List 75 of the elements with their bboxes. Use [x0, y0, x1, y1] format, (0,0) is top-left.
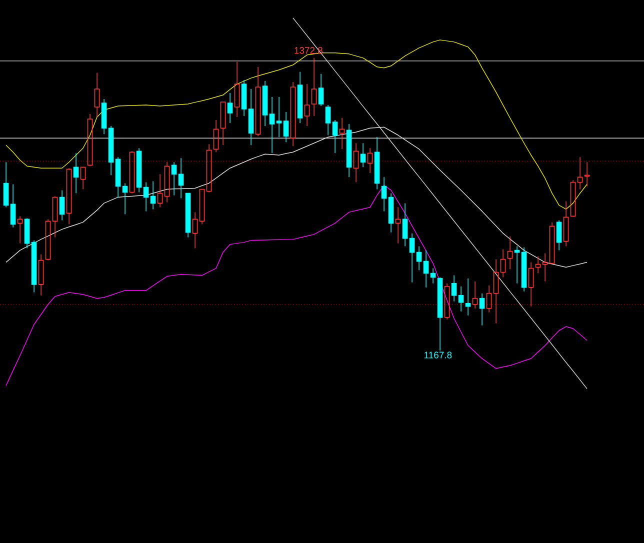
candlestick: [374, 136, 380, 190]
candlestick: [185, 192, 191, 238]
candlestick: [199, 188, 205, 225]
candlestick: [164, 162, 170, 203]
candlestick: [45, 218, 51, 261]
candlestick: [409, 232, 415, 283]
candlestick: [73, 152, 79, 194]
candlestick: [458, 286, 464, 312]
candlestick: [171, 162, 177, 196]
candlestick: [451, 274, 457, 302]
candlestick: [206, 144, 212, 193]
candlestick: [381, 176, 387, 212]
candlestick: [66, 168, 72, 225]
candlestick: [17, 216, 23, 244]
candlestick: [241, 80, 247, 116]
candlestick: [346, 124, 352, 178]
candlestick: [227, 92, 233, 124]
candlestick: [479, 293, 485, 326]
candlestick: [402, 202, 408, 247]
candlestick: [87, 114, 93, 166]
candlestick: [178, 158, 184, 199]
candlestick: [325, 104, 331, 136]
candlestick: [437, 276, 443, 351]
candlestick: [213, 120, 219, 152]
candlestick: [388, 192, 394, 233]
candlestick: [157, 174, 163, 208]
candlestick: [262, 80, 268, 126]
candlestick: [269, 96, 275, 154]
candlestick: [577, 156, 583, 190]
candlestick: [570, 180, 576, 217]
candlestick: [507, 236, 513, 270]
candlestick: [556, 220, 562, 251]
candlestick: [535, 256, 541, 274]
candlestick: [101, 98, 107, 134]
candlestick: [360, 142, 366, 168]
candlestick: [122, 182, 128, 215]
candlestick: [304, 84, 310, 126]
candlestick: [318, 74, 324, 106]
candlestick: [52, 196, 58, 238]
candlestick: [24, 218, 30, 249]
candlestick: [283, 112, 289, 142]
candlestick: [115, 156, 121, 198]
candlestick: [339, 118, 345, 150]
candlestick: [542, 252, 548, 282]
candlestick: [255, 66, 261, 136]
candlestick: [444, 283, 450, 320]
candlestick: [143, 182, 149, 212]
candlestick: [584, 162, 590, 187]
candlestick: [395, 206, 401, 244]
candlestick: [332, 120, 338, 154]
candlestick: [549, 222, 555, 264]
candlestick: [423, 250, 429, 288]
candlestick: [486, 285, 492, 313]
candlestick: [3, 162, 9, 208]
candlestick: [311, 58, 317, 116]
candlestick: [416, 246, 422, 271]
candlestick: [297, 72, 303, 124]
candlestick: [150, 180, 156, 210]
candlestick: [465, 278, 471, 316]
candlestick: [108, 126, 114, 176]
candlestick: [430, 268, 436, 284]
candlestick: [248, 88, 254, 146]
candlestick: [493, 258, 499, 324]
annotation: 1167.8: [424, 352, 452, 358]
candlestick: [276, 96, 282, 138]
candlestick: [290, 82, 296, 146]
candlestick: [31, 240, 37, 293]
candlestick: [59, 190, 65, 221]
candlestick: [472, 281, 478, 309]
candlestick: [220, 102, 226, 146]
candlestick: [10, 184, 16, 228]
candlestick: [38, 254, 44, 296]
candlestick: [521, 246, 527, 292]
candlestick: [80, 166, 86, 190]
candlestick: [136, 148, 142, 193]
